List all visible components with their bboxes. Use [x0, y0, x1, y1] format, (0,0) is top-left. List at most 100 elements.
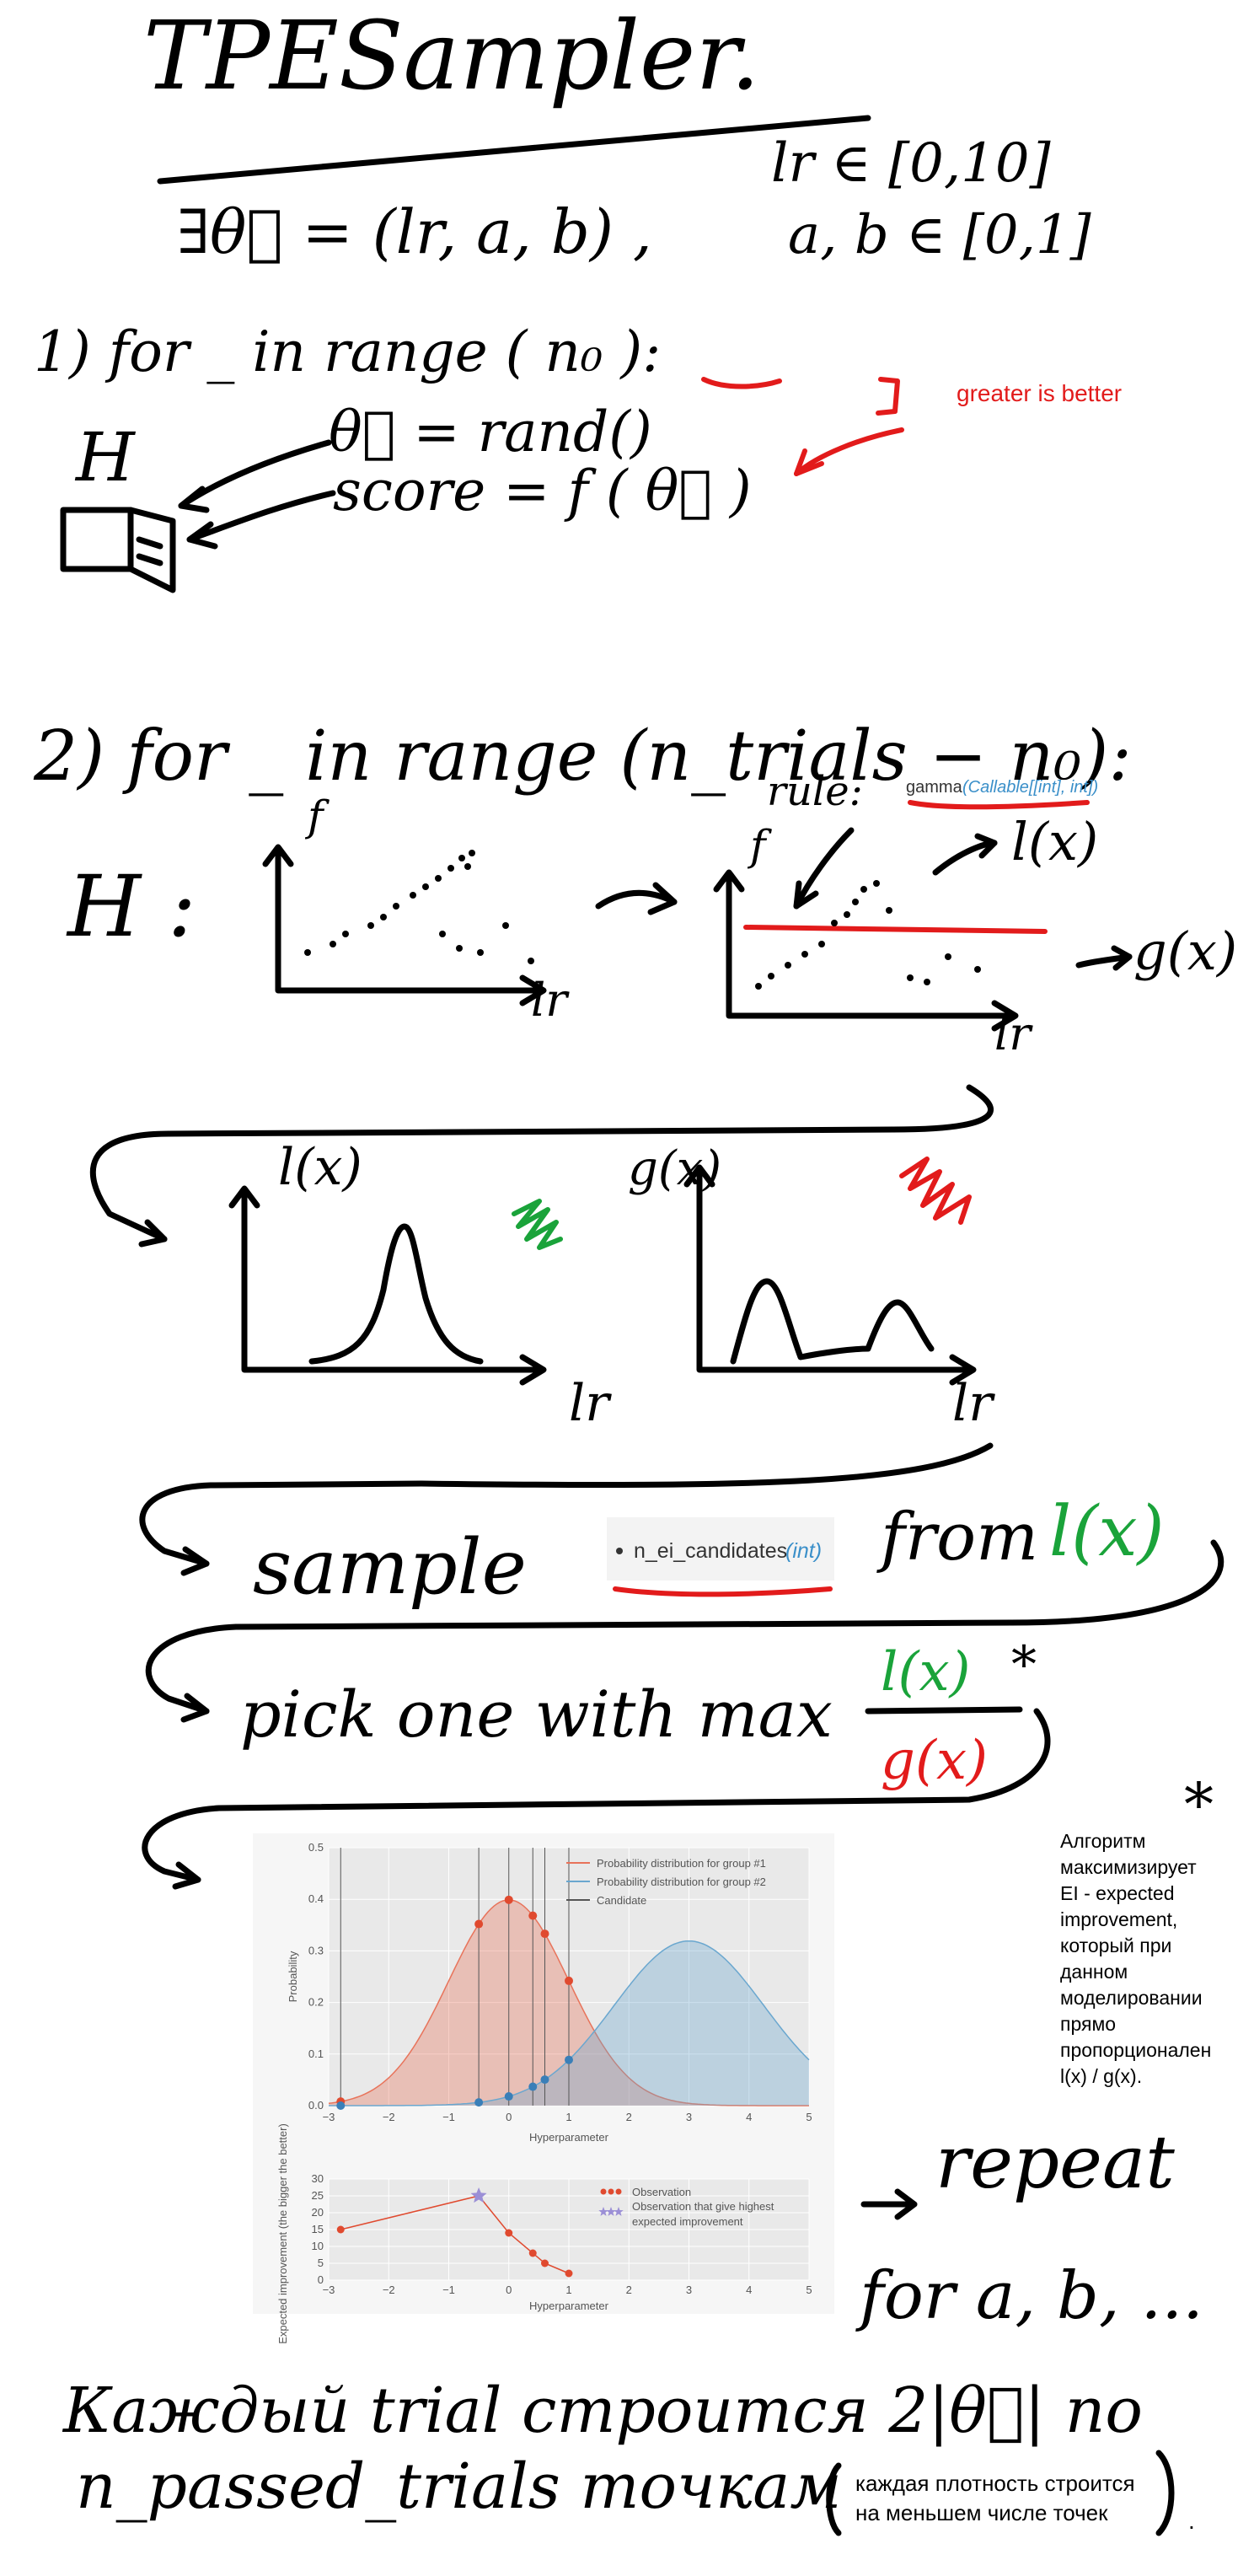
- x-tick-label: −2: [383, 2284, 395, 2296]
- density-chart-legend: Probability distribution for group #1 Pro…: [566, 1857, 766, 1907]
- flow-connector-1: [89, 1084, 994, 1242]
- candidate-point-group2: [528, 2082, 538, 2091]
- russian-note: Алгоритм максимизирует EI - expected improv…: [1060, 1830, 1211, 2087]
- H-colon: H :: [66, 857, 196, 956]
- observation-point: [541, 2259, 549, 2267]
- paren-note-line-2: на меньшем числе точек: [855, 2500, 1108, 2525]
- y-tick-label: 0: [318, 2273, 324, 2286]
- n-ei-candidates-type: (int): [785, 1539, 822, 1563]
- arrow-rand-to-H: [178, 439, 332, 509]
- observation-point: [336, 2225, 345, 2234]
- x-tick-label: −1: [442, 2284, 455, 2296]
- bottom-line-1: Каждый trial строится 2|θ⃗| по: [62, 2375, 1143, 2447]
- y-tick-label: 0.3: [308, 1944, 324, 1956]
- flow-connector-2: [139, 1442, 994, 1567]
- ei-chart-xlabel: Hyperparameter: [529, 2300, 609, 2312]
- sketch-dot: [464, 863, 471, 870]
- candidate-point-group1: [540, 1929, 549, 1939]
- series-area-2: [329, 1940, 809, 2106]
- gx-label-split: g(x): [1133, 920, 1237, 982]
- candidate-point-group2: [565, 2055, 573, 2064]
- x-tick-label: 2: [626, 2284, 632, 2296]
- lr-axis-label-gx: lr: [952, 1374, 995, 1433]
- x-tick-label: 4: [746, 2111, 752, 2123]
- sketch-dot: [422, 883, 429, 890]
- sketch-dot: [393, 903, 399, 910]
- sketch-dot: [410, 892, 416, 899]
- sketch-dot: [768, 973, 774, 979]
- ratio-star: *: [1011, 1635, 1037, 1694]
- observation-point: [505, 2229, 513, 2237]
- sketch-dot: [342, 931, 349, 937]
- russian-note-line: Алгоритм: [1060, 1830, 1145, 1852]
- greater-is-better-note: greater is better: [957, 380, 1122, 406]
- sketch-dot: [860, 886, 867, 893]
- candidate-point-group1: [474, 1919, 484, 1929]
- sketch-dot: [380, 914, 387, 920]
- x-tick-label: 3: [686, 2111, 692, 2123]
- lr-axis-label-left: lr: [531, 974, 570, 1027]
- legend-entry: Probability distribution for group #1: [597, 1857, 766, 1870]
- candidate-point-group1: [565, 1976, 573, 1985]
- x-tick-label: 5: [806, 2284, 812, 2296]
- paren-open: [826, 2462, 842, 2536]
- russian-note-line: пропорционален: [1060, 2039, 1211, 2061]
- f-axis-label-left: f: [304, 792, 330, 840]
- legend-swatch: [600, 2188, 607, 2195]
- y-tick-label: 0.5: [308, 1841, 324, 1854]
- russian-note-line: l(x) / g(x).: [1060, 2065, 1142, 2087]
- candidate-point-group2: [504, 2092, 513, 2101]
- lr-axis-label-right: lr: [994, 1007, 1033, 1060]
- sketch-dot: [367, 922, 374, 929]
- legend-entry: Candidate: [597, 1894, 646, 1907]
- x-tick-label: 3: [686, 2284, 692, 2296]
- arrow-score-to-H: [186, 490, 336, 543]
- split-scatter-sketch: [713, 869, 1048, 1032]
- x-tick-label: 2: [626, 2111, 632, 2123]
- trailing-dot: .: [1188, 2508, 1195, 2534]
- sketch-dot: [469, 850, 475, 856]
- ratio-fraction-bar: [865, 1706, 1023, 1715]
- legend-entry: Probability distribution for group #2: [597, 1876, 766, 1888]
- candidate-point-group2: [474, 2098, 484, 2107]
- gamma-param-type: (Callable[[int], int]): [962, 778, 1098, 797]
- x-tick-label: 4: [746, 2284, 752, 2296]
- sketch-dot: [907, 974, 914, 981]
- sketch-dot: [447, 865, 454, 872]
- sketch-dot: [844, 911, 850, 918]
- sketch-dot: [435, 875, 442, 882]
- step1-header: 1) for _ in range ( n₀ ):: [34, 319, 661, 384]
- from-word: from: [876, 1500, 1038, 1575]
- lx-label-split: l(x): [1011, 811, 1098, 872]
- legend-swatch: [615, 2188, 622, 2195]
- russian-note-line: который при: [1060, 1935, 1171, 1956]
- sketch-dot: [974, 966, 981, 973]
- y-tick-label: 5: [318, 2257, 324, 2269]
- sketch-dot: [818, 941, 825, 947]
- sketch-dot: [755, 983, 762, 990]
- n-ei-candidates-name: n_ei_candidates: [634, 1539, 787, 1563]
- lr-range: lr ∈ [0,10]: [771, 132, 1052, 195]
- legend-swatch: [606, 2207, 616, 2216]
- sketch-dot: [528, 958, 534, 964]
- sample-word: sample: [253, 1523, 527, 1612]
- y-tick-label: 0.1: [308, 2047, 324, 2060]
- x-tick-label: 1: [565, 2284, 571, 2296]
- observation-point: [528, 2249, 537, 2257]
- sketch-dot: [924, 979, 930, 985]
- gamma-param-name: gamma: [906, 778, 963, 797]
- y-tick-label: 25: [312, 2189, 324, 2202]
- sketch-dot: [886, 907, 892, 914]
- x-tick-label: −3: [323, 2284, 335, 2296]
- history-label: H: [74, 418, 137, 496]
- legend-swatch: [598, 2207, 608, 2216]
- y-tick-label: 10: [312, 2240, 324, 2252]
- x-tick-label: 0: [506, 2111, 512, 2123]
- ei-chart-legend: Observation Observation that give highest…: [598, 2186, 774, 2228]
- y-tick-label: 30: [312, 2172, 324, 2185]
- chip-underline: [613, 1586, 833, 1597]
- density-chart-xlabel: Hyperparameter: [529, 2131, 609, 2144]
- x-tick-label: −3: [323, 2111, 335, 2123]
